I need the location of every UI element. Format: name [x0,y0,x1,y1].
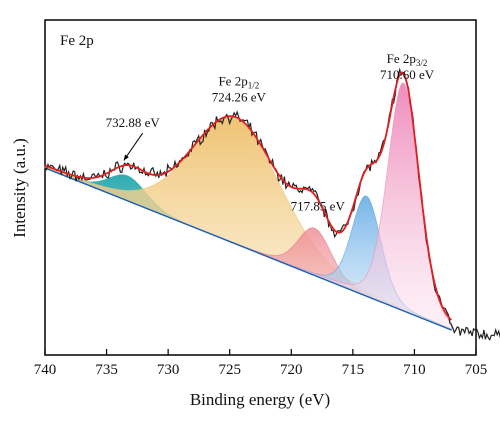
peak-annotation: Fe 2p1/2 [218,73,259,90]
x-tick-label: 720 [280,362,303,378]
peak-annotation: 724.26 eV [212,89,267,104]
x-axis-label: Binding energy (eV) [190,390,330,409]
x-tick-label: 725 [218,362,241,378]
x-tick-label: 735 [95,362,118,378]
background-line [44,167,452,331]
x-axis-ticks: 740 735 730 725 720 715 710 705 [34,349,488,378]
peak-annotation: 732.88 eV [106,115,161,130]
x-tick-label: 715 [342,362,365,378]
annotation-arrowhead [123,154,129,161]
peak-annotation: 717.85 eV [291,198,346,213]
x-tick-label: 730 [157,362,180,378]
panel-label: Fe 2p [60,33,94,49]
peak-annotation: Fe 2p3/2 [387,51,428,68]
x-tick-label: 740 [34,362,57,378]
x-tick-label: 705 [465,362,488,378]
y-axis-label: Intensity (a.u.) [10,138,29,238]
peak-annotation: 710.60 eV [380,67,435,82]
plot-frame [44,19,477,356]
annotation-arrow [123,132,144,161]
fit-envelope [44,71,453,321]
x-tick-label: 710 [403,362,426,378]
